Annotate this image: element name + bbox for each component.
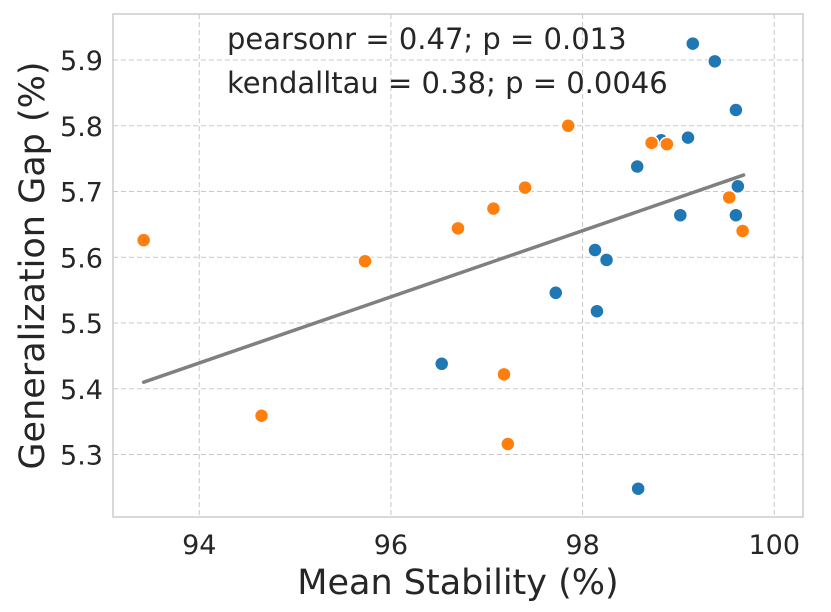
tick-labels: 94 96 98 100 5.3 5.4 5.5 5.6 5.7 5.8 5.9 [60, 46, 800, 561]
regression-line [141, 173, 746, 384]
blue-point [598, 252, 615, 268]
plot-area [112, 13, 804, 518]
orange-point [659, 136, 675, 152]
blue-point [433, 356, 450, 372]
x-tick-label: 96 [374, 530, 408, 561]
orange-point [517, 179, 533, 196]
blue-point [589, 303, 605, 319]
y-tick-label: 5.7 [60, 178, 103, 209]
orange-point [135, 232, 152, 248]
x-axis-label: Mean Stability (%) [297, 563, 618, 603]
orange-point [253, 407, 270, 424]
annotation-text: pearsonr = 0.47; p = 0.013 [227, 22, 627, 56]
y-tick-label: 5.6 [60, 243, 103, 274]
blue-point [672, 207, 689, 223]
annotations: pearsonr = 0.47; p = 0.013 kendalltau = 0… [227, 22, 668, 100]
orange-point [643, 135, 660, 151]
orange-point [560, 118, 576, 134]
blue-point [548, 285, 564, 301]
y-tick-label: 5.4 [60, 375, 103, 406]
x-tick-label: 94 [182, 530, 216, 561]
orange-point [734, 223, 751, 239]
y-axis-label: Generalization Gap (%) [13, 61, 53, 469]
blue-point [728, 207, 744, 223]
annotation-text: kendalltau = 0.38; p = 0.0046 [227, 66, 668, 100]
blue-point [685, 35, 701, 52]
blue-point [707, 53, 723, 70]
y-tick-label: 5.5 [60, 309, 103, 340]
y-tick-label: 5.8 [60, 112, 103, 143]
blue-point [629, 158, 645, 175]
orange-point [500, 436, 516, 452]
orange-point [357, 253, 373, 269]
data-points [135, 35, 751, 497]
x-tick-label: 98 [565, 530, 599, 561]
blue-point [730, 178, 746, 195]
orange-point [496, 366, 512, 383]
orange-point [485, 200, 502, 217]
x-tick-label: 100 [748, 530, 800, 561]
orange-point [721, 189, 737, 206]
blue-point [728, 102, 744, 118]
blue-point [680, 129, 696, 146]
y-tick-label: 5.3 [60, 441, 103, 472]
regression-layer [141, 173, 746, 384]
orange-point [450, 220, 466, 237]
blue-point [630, 480, 646, 497]
grid-lines [113, 14, 803, 517]
y-tick-label: 5.9 [60, 46, 103, 77]
blue-point [587, 242, 603, 258]
